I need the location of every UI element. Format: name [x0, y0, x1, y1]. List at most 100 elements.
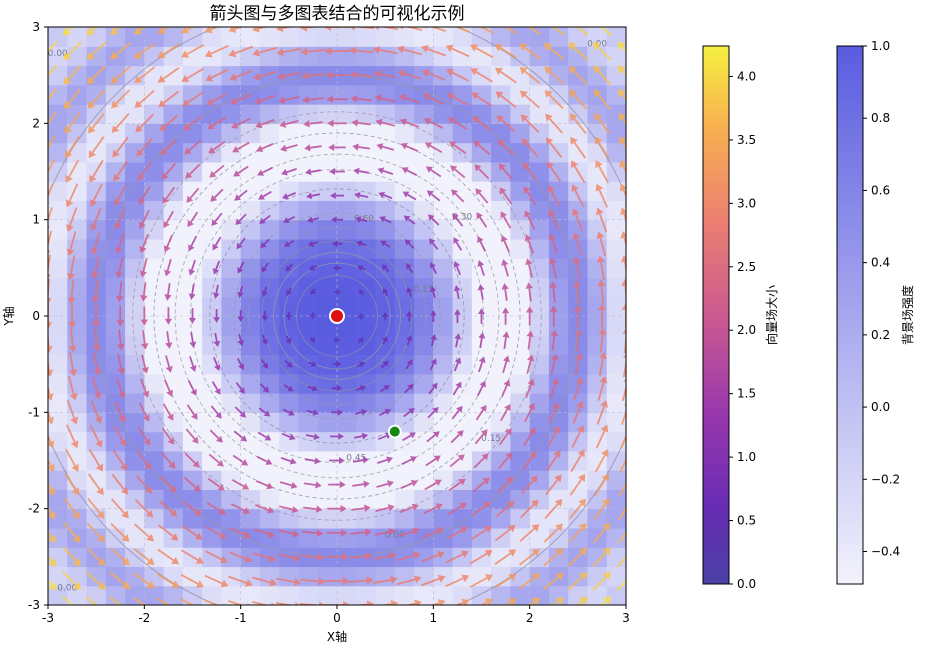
vector-arrow-head — [352, 143, 359, 151]
heatmap-cell — [125, 393, 145, 413]
vector-arrow-shaft — [258, 407, 267, 414]
heatmap-cell — [433, 238, 454, 259]
vector-arrow-head — [276, 27, 284, 33]
heatmap-cell — [510, 123, 531, 144]
vector-arrow-shaft — [115, 27, 122, 32]
vector-arrow-shaft — [67, 41, 82, 56]
vector-arrow-shaft — [262, 334, 266, 341]
heatmap-cell — [298, 316, 319, 336]
vector-arrow-shaft — [210, 27, 219, 31]
vector-arrow-shaft — [162, 43, 180, 56]
heatmap-cell — [510, 527, 531, 548]
vector-arrow-shaft — [471, 504, 487, 517]
heatmap-cell — [86, 181, 107, 201]
vector-arrow-shaft — [166, 331, 170, 343]
vector-arrow-head — [339, 457, 345, 464]
vector-arrow-shaft — [166, 258, 172, 271]
heatmap-cell — [317, 84, 338, 105]
heatmap-cell — [356, 373, 377, 394]
vector-arrow-head — [289, 457, 297, 465]
vector-arrow-shaft — [594, 454, 606, 473]
vector-arrow-head — [285, 337, 292, 345]
heatmap-cell — [279, 277, 300, 298]
vector-arrow-shaft — [136, 450, 149, 466]
vector-arrow-shaft — [313, 288, 317, 292]
vector-arrow-head — [257, 169, 265, 176]
heatmap-cell — [67, 450, 88, 471]
vector-arrow-head — [446, 68, 454, 77]
vector-arrow-head — [551, 377, 559, 386]
heatmap-cell — [240, 296, 261, 317]
heatmap-cell — [471, 27, 492, 47]
heatmap-cell — [356, 200, 377, 221]
heatmap-cell — [394, 354, 415, 375]
vector-arrow-head — [354, 192, 361, 199]
vector-arrow-shaft — [478, 361, 484, 373]
vector-arrow-shaft — [133, 572, 150, 586]
heatmap-cell — [163, 65, 184, 86]
vector-arrow-shaft — [528, 601, 536, 605]
heatmap-cell — [105, 296, 126, 317]
heatmap-cell — [375, 27, 396, 47]
heatmap-cell — [337, 508, 357, 529]
contour-label: 0.30 — [452, 213, 472, 223]
vector-arrow-head — [426, 190, 434, 197]
heatmap-cell — [182, 104, 203, 124]
vector-arrow-shaft — [575, 262, 582, 280]
vector-arrow-head — [121, 534, 130, 542]
vector-arrow-shaft — [408, 291, 412, 298]
heatmap-cell — [240, 219, 261, 240]
vector-arrow-head — [572, 232, 581, 240]
vector-arrow-head — [295, 601, 300, 605]
vector-arrow-head — [70, 416, 79, 425]
vector-arrow-shaft — [110, 498, 126, 514]
heatmap-cell — [259, 65, 280, 86]
vector-arrow-shaft — [430, 193, 441, 202]
vector-arrow-shaft — [552, 27, 565, 36]
heatmap-cell — [510, 470, 531, 490]
heatmap-cell — [606, 373, 626, 394]
heatmap-cell — [221, 585, 242, 605]
vector-arrow-head — [348, 46, 356, 55]
vector-arrow-shaft — [573, 382, 581, 400]
vector-arrow-shaft — [190, 235, 198, 247]
vector-arrow-shaft — [573, 70, 588, 85]
vector-arrow-shaft — [263, 286, 268, 293]
heatmap-cell — [414, 219, 434, 240]
vector-arrow-shaft — [431, 217, 440, 226]
heatmap-cell — [279, 27, 300, 47]
vector-arrow-shaft — [91, 41, 107, 56]
vector-arrow-shaft — [234, 406, 243, 415]
heatmap-cell — [414, 393, 434, 413]
vector-arrow-shaft — [445, 553, 464, 564]
vector-arrow-head — [545, 113, 553, 122]
vector-arrow-head — [600, 400, 608, 408]
vector-arrow-shaft — [288, 263, 294, 269]
vector-arrow-shaft — [407, 193, 417, 201]
heatmap-cell — [182, 200, 203, 221]
heatmap-cell — [452, 393, 473, 413]
vector-arrow-head — [594, 136, 603, 145]
vector-arrow-head — [278, 96, 286, 104]
vector-arrow-shaft — [475, 71, 494, 83]
vector-arrow-head — [48, 274, 52, 279]
vector-arrow-shaft — [495, 504, 511, 518]
vector-arrow-head — [191, 412, 198, 420]
vector-arrow-shaft — [548, 70, 565, 85]
vector-arrow-shaft — [263, 214, 271, 222]
vector-arrow-shaft — [454, 192, 465, 203]
vector-arrow-shaft — [63, 497, 77, 515]
heatmap-cell — [279, 373, 300, 394]
vector-arrow-head — [447, 93, 455, 101]
heatmap-cell — [240, 161, 261, 182]
heatmap-cell — [240, 181, 261, 201]
vector-arrow-head — [570, 136, 578, 145]
vector-arrow-head — [519, 67, 528, 75]
heatmap-cell — [394, 123, 415, 144]
heatmap-cell — [529, 27, 550, 47]
vector-arrow-shaft — [469, 552, 488, 565]
heatmap-cell — [221, 470, 242, 490]
vector-arrow-shaft — [598, 165, 609, 184]
heatmap-cell — [529, 46, 550, 67]
vector-arrow-shaft — [380, 363, 386, 369]
